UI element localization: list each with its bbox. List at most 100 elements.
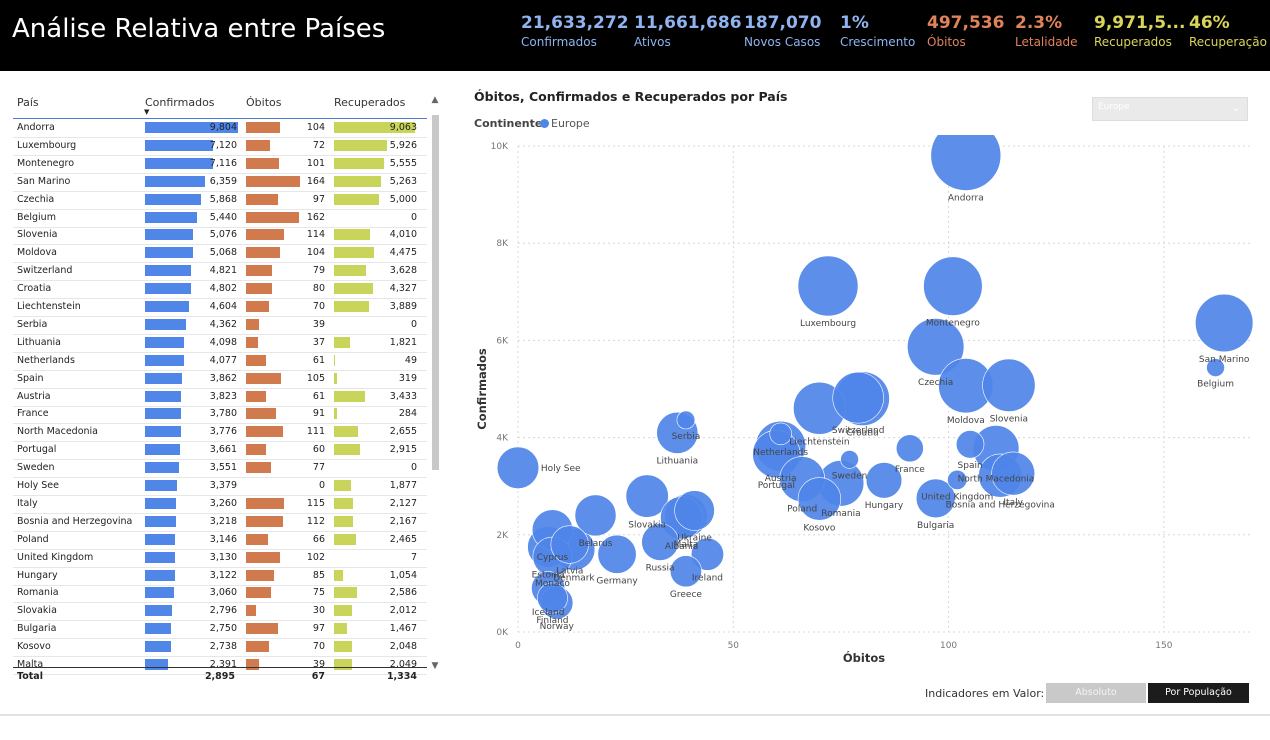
column-header-obitos[interactable]: Óbitos xyxy=(246,96,282,109)
obitos-value: 39 xyxy=(312,659,325,670)
confirmados-value: 2,738 xyxy=(209,641,237,653)
table-row[interactable]: Malta 2,391 39 2,049 xyxy=(13,656,427,675)
table-row[interactable]: Romania 3,060 75 2,586 xyxy=(13,584,427,604)
obitos-bar xyxy=(246,444,266,456)
table-row[interactable]: Spain 3,862 105 319 xyxy=(13,370,427,389)
continent-dropdown[interactable]: Europe ⌄ xyxy=(1092,97,1248,121)
obitos-bar xyxy=(246,659,259,670)
table-row[interactable]: Slovakia 2,796 30 2,012 xyxy=(13,602,427,622)
recuperados-bar xyxy=(334,515,354,527)
absoluto-button[interactable]: Absoluto xyxy=(1046,683,1146,703)
kpi-value: 11,661,686 xyxy=(634,13,742,33)
por-populacao-button[interactable]: Por População xyxy=(1148,683,1249,703)
confirmados-bar xyxy=(145,283,191,295)
table-row[interactable]: Serbia 4,362 39 0 xyxy=(13,316,427,335)
table-row[interactable]: Slovenia 5,076 114 4,010 xyxy=(13,226,427,246)
recuperados-value: 0 xyxy=(410,462,417,474)
confirmados-bar xyxy=(145,354,184,366)
country-name: Bosnia and Herzegovina xyxy=(17,515,133,527)
table-scrollbar[interactable]: ▲ ▼ xyxy=(430,95,440,675)
bubble-label: Bosnia and Herzegovina xyxy=(946,500,1055,510)
table-row[interactable]: Montenegro 7,116 101 5,555 xyxy=(13,155,427,174)
country-table[interactable]: País Confirmados ▼ Óbitos Recuperados An… xyxy=(13,91,427,686)
confirmados-bar xyxy=(145,551,175,563)
total-confirmados: 2,895 xyxy=(204,671,235,682)
kpi-card: 9,971,5... Recuperados xyxy=(1094,12,1185,50)
bubble-label: Ireland xyxy=(692,573,723,583)
y-tick-label: 4K xyxy=(496,434,509,444)
country-name: Malta xyxy=(17,659,44,670)
table-row[interactable]: Croatia 4,802 80 4,327 xyxy=(13,280,427,300)
confirmados-value: 5,068 xyxy=(209,247,237,259)
recuperados-value: 1,467 xyxy=(389,623,417,635)
table-row[interactable]: North Macedonia 3,776 111 2,655 xyxy=(13,423,427,443)
kpi-card: 11,661,686 Ativos xyxy=(634,12,742,50)
table-row[interactable]: Lithuania 4,098 37 1,821 xyxy=(13,334,427,353)
column-header-pais[interactable]: País xyxy=(17,96,39,109)
legend-item-europe[interactable]: Europe xyxy=(551,117,590,130)
recuperados-bar xyxy=(334,157,384,169)
recuperados-value: 9,063 xyxy=(389,122,417,133)
confirmados-bar xyxy=(145,533,175,545)
scroll-up-icon[interactable]: ▲ xyxy=(431,95,439,105)
x-axis-label: Óbitos xyxy=(843,650,885,665)
obitos-bar xyxy=(246,515,283,527)
table-row[interactable]: Italy 3,260 115 2,127 xyxy=(13,495,427,514)
table-row[interactable]: Luxembourg 7,120 72 5,926 xyxy=(13,137,427,156)
confirmados-value: 4,098 xyxy=(209,336,237,348)
table-row[interactable]: Austria 3,823 61 3,433 xyxy=(13,388,427,407)
bubble-label: Greece xyxy=(670,590,702,600)
table-row[interactable]: Belgium 5,440 162 0 xyxy=(13,209,427,228)
obitos-bar xyxy=(246,139,270,151)
country-name: Andorra xyxy=(17,122,55,133)
table-row[interactable]: Netherlands 4,077 61 49 xyxy=(13,352,427,371)
confirmados-value: 3,218 xyxy=(209,515,237,527)
table-row[interactable]: Switzerland 4,821 79 3,628 xyxy=(13,262,427,282)
country-name: Czechia xyxy=(17,193,55,205)
table-row[interactable]: Poland 3,146 66 2,465 xyxy=(13,531,427,550)
recuperados-bar xyxy=(334,122,416,133)
bubble-point xyxy=(982,358,1036,412)
confirmados-value: 4,802 xyxy=(209,283,237,295)
table-row[interactable]: Portugal 3,661 60 2,915 xyxy=(13,441,427,461)
bubble-label: Sweden xyxy=(832,471,868,481)
scroll-down-icon[interactable]: ▼ xyxy=(431,661,439,671)
confirmados-value: 2,391 xyxy=(209,659,237,670)
bubble-point xyxy=(496,446,540,489)
table-row[interactable]: San Marino 6,359 164 5,263 xyxy=(13,173,427,192)
confirmados-value: 9,804 xyxy=(209,122,237,133)
confirmados-bar xyxy=(145,480,178,491)
bubble-label: Holy See xyxy=(541,464,581,474)
bubble-chart[interactable]: 0K 2K 4K 6K 8K 10K 0 50 100 150 Óbitos Confirmados A… xyxy=(470,135,1260,670)
table-row[interactable]: Bulgaria 2,750 97 1,467 xyxy=(13,620,427,640)
table-row[interactable]: Holy See 3,379 0 1,877 xyxy=(13,477,427,496)
kpi-value: 2.3% xyxy=(1015,13,1063,33)
table-row[interactable]: Czechia 5,868 97 5,000 xyxy=(13,191,427,210)
kpi-card: 1% Crescimento xyxy=(840,12,915,50)
column-header-recuperados[interactable]: Recuperados xyxy=(334,96,406,109)
bubble-point xyxy=(641,523,679,561)
bubble-label: France xyxy=(895,465,925,475)
kpi-value: 9,971,5... xyxy=(1094,13,1186,33)
country-name: France xyxy=(17,408,49,420)
table-row[interactable]: Liechtenstein 4,604 70 3,889 xyxy=(13,298,427,317)
bubble-label: Lithuania xyxy=(656,456,698,466)
table-row[interactable]: Sweden 3,551 77 0 xyxy=(13,459,427,479)
recuperados-value: 2,915 xyxy=(389,444,417,456)
column-header-confirmados[interactable]: Confirmados xyxy=(145,96,215,109)
country-name: Slovenia xyxy=(17,229,58,241)
scroll-thumb[interactable] xyxy=(432,115,439,470)
table-row[interactable]: United Kingdom 3,130 102 7 xyxy=(13,549,427,568)
table-row[interactable]: Bosnia and Herzegovina 3,218 112 2,167 xyxy=(13,513,427,532)
country-name: Bulgaria xyxy=(17,623,57,635)
table-row[interactable]: Kosovo 2,738 70 2,048 xyxy=(13,638,427,658)
table-row[interactable]: Andorra 9,804 104 9,063 xyxy=(13,119,427,138)
table-row[interactable]: Moldova 5,068 104 4,475 xyxy=(13,244,427,264)
legend-marker-icon xyxy=(540,119,549,128)
table-row[interactable]: France 3,780 91 284 xyxy=(13,405,427,425)
bubble-label: Iceland xyxy=(532,608,565,618)
table-row[interactable]: Hungary 3,122 85 1,054 xyxy=(13,567,427,586)
kpi-value: 187,070 xyxy=(744,13,822,33)
total-obitos: 67 xyxy=(311,671,325,682)
recuperados-value: 5,000 xyxy=(389,193,417,205)
